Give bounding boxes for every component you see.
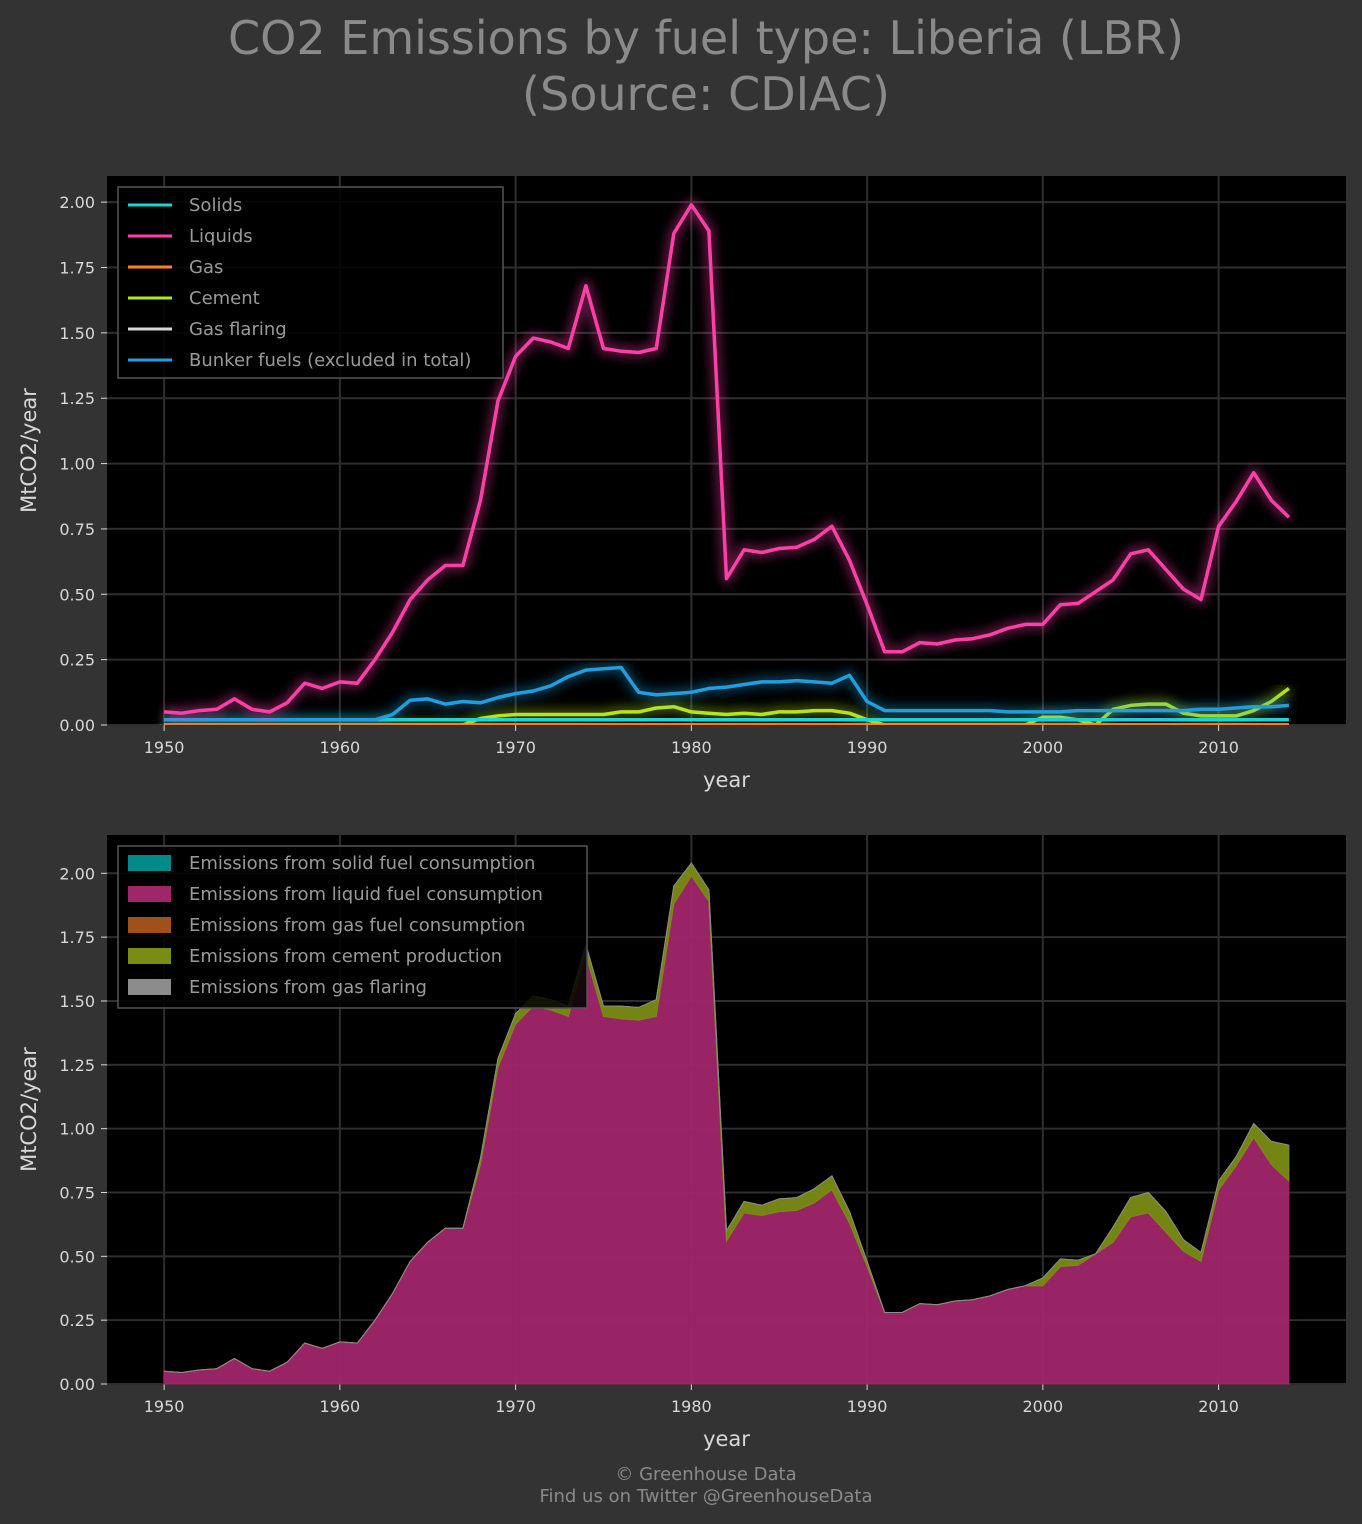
legend-label-emissions-from-gas-fuel-consumption: Emissions from gas fuel consumption bbox=[189, 915, 525, 936]
x-tick-label: 1960 bbox=[320, 738, 361, 757]
x-tick-label: 1970 bbox=[495, 1397, 536, 1416]
y-tick-label: 2.00 bbox=[59, 193, 95, 212]
y-tick-label: 0.75 bbox=[59, 1183, 95, 1202]
footer: © Greenhouse Data Find us on Twitter @Gr… bbox=[0, 1464, 1362, 1508]
chart-title-line1: CO2 Emissions by fuel type: Liberia (LBR… bbox=[228, 11, 1184, 65]
x-tick-label: 2010 bbox=[1198, 738, 1239, 757]
y-tick-label: 1.25 bbox=[59, 1056, 95, 1075]
y-axis-label: MtCO2/year bbox=[17, 1047, 41, 1172]
line-chart: 0.00 0.25 0.50 0.75 1.00 1.25 1.50 1.75 2.00 1950… bbox=[17, 176, 1346, 792]
legend-label-emissions-from-liquid-fuel-consumption: Emissions from liquid fuel consumption bbox=[189, 884, 543, 905]
y-tick-label: 1.00 bbox=[59, 455, 95, 474]
legend-label-bunker-fuels-excluded-in-total: Bunker fuels (excluded in total) bbox=[189, 350, 471, 371]
y-tick-label: 1.25 bbox=[59, 389, 95, 408]
legend-label-liquids: Liquids bbox=[189, 226, 253, 247]
plot-lines bbox=[163, 198, 1294, 725]
legend-swatch-emissions-from-liquid-fuel-consumption bbox=[128, 886, 171, 902]
legend-label-emissions-from-solid-fuel-consumption: Emissions from solid fuel consumption bbox=[189, 853, 535, 874]
x-tick-label: 1980 bbox=[671, 1397, 712, 1416]
y-tick-label: 1.50 bbox=[59, 992, 95, 1011]
x-axis-label: year bbox=[703, 768, 750, 792]
x-tick-label: 1990 bbox=[847, 738, 888, 757]
legend-swatch-emissions-from-gas-flaring bbox=[128, 979, 171, 995]
legend-label-gas: Gas bbox=[189, 257, 223, 278]
x-tick-label: 1960 bbox=[320, 1397, 361, 1416]
y-tick-label: 0.25 bbox=[59, 1311, 95, 1330]
legend-frame bbox=[117, 845, 588, 1009]
footer-copyright: © Greenhouse Data bbox=[615, 1464, 797, 1485]
y-axis-label: MtCO2/year bbox=[17, 388, 41, 513]
y-tick-label: 0.50 bbox=[59, 585, 95, 604]
y-tick-label: 0.50 bbox=[59, 1247, 95, 1266]
legend-swatch-emissions-from-gas-fuel-consumption bbox=[128, 917, 171, 933]
y-tick-label: 1.75 bbox=[59, 928, 95, 947]
y-tick-label: 0.75 bbox=[59, 520, 95, 539]
y-tick-label: 0.00 bbox=[59, 716, 95, 735]
x-axis-label: year bbox=[703, 1427, 750, 1451]
chart-title-line2: (Source: CDIAC) bbox=[522, 67, 890, 121]
x-tick-label: 1980 bbox=[671, 738, 712, 757]
footer-twitter: Find us on Twitter @GreenhouseData bbox=[539, 1486, 873, 1507]
x-tick-label: 2000 bbox=[1022, 1397, 1063, 1416]
chart-title: CO2 Emissions by fuel type: Liberia (LBR… bbox=[0, 10, 1362, 122]
stacked-area-chart: 0.00 0.25 0.50 0.75 1.00 1.25 1.50 1.75 2.00 1950… bbox=[17, 835, 1346, 1451]
y-tick-label: 0.00 bbox=[59, 1375, 95, 1394]
x-tick-label: 1990 bbox=[847, 1397, 888, 1416]
legend-label-emissions-from-cement-production: Emissions from cement production bbox=[189, 946, 502, 967]
y-tick-label: 0.25 bbox=[59, 651, 95, 670]
legend-label-emissions-from-gas-flaring: Emissions from gas flaring bbox=[189, 977, 427, 998]
legend-label-gas-flaring: Gas flaring bbox=[189, 319, 287, 340]
legend-swatch-emissions-from-solid-fuel-consumption bbox=[128, 855, 171, 871]
legend-frame bbox=[117, 186, 504, 379]
series-line-bunker-fuels-excluded-in-total bbox=[164, 665, 1290, 722]
legend: Solids Liquids Gas Cement Gas flaring Bunker … bbox=[117, 186, 504, 379]
x-tick-label: 1950 bbox=[144, 1397, 185, 1416]
x-tick-label: 1970 bbox=[495, 738, 536, 757]
x-tick-label: 1950 bbox=[144, 738, 185, 757]
legend-label-solids: Solids bbox=[189, 195, 242, 216]
series-line-liquids bbox=[163, 203, 1291, 715]
legend-swatch-emissions-from-cement-production bbox=[128, 948, 171, 964]
x-tick-label: 2010 bbox=[1198, 1397, 1239, 1416]
y-tick-label: 1.50 bbox=[59, 324, 95, 343]
legend-label-cement: Cement bbox=[189, 288, 260, 309]
y-tick-label: 1.00 bbox=[59, 1120, 95, 1139]
x-tick-label: 2000 bbox=[1022, 738, 1063, 757]
y-tick-label: 1.75 bbox=[59, 259, 95, 278]
y-tick-label: 2.00 bbox=[59, 864, 95, 883]
legend: Emissions from solid fuel consumption Emi… bbox=[117, 845, 588, 1009]
